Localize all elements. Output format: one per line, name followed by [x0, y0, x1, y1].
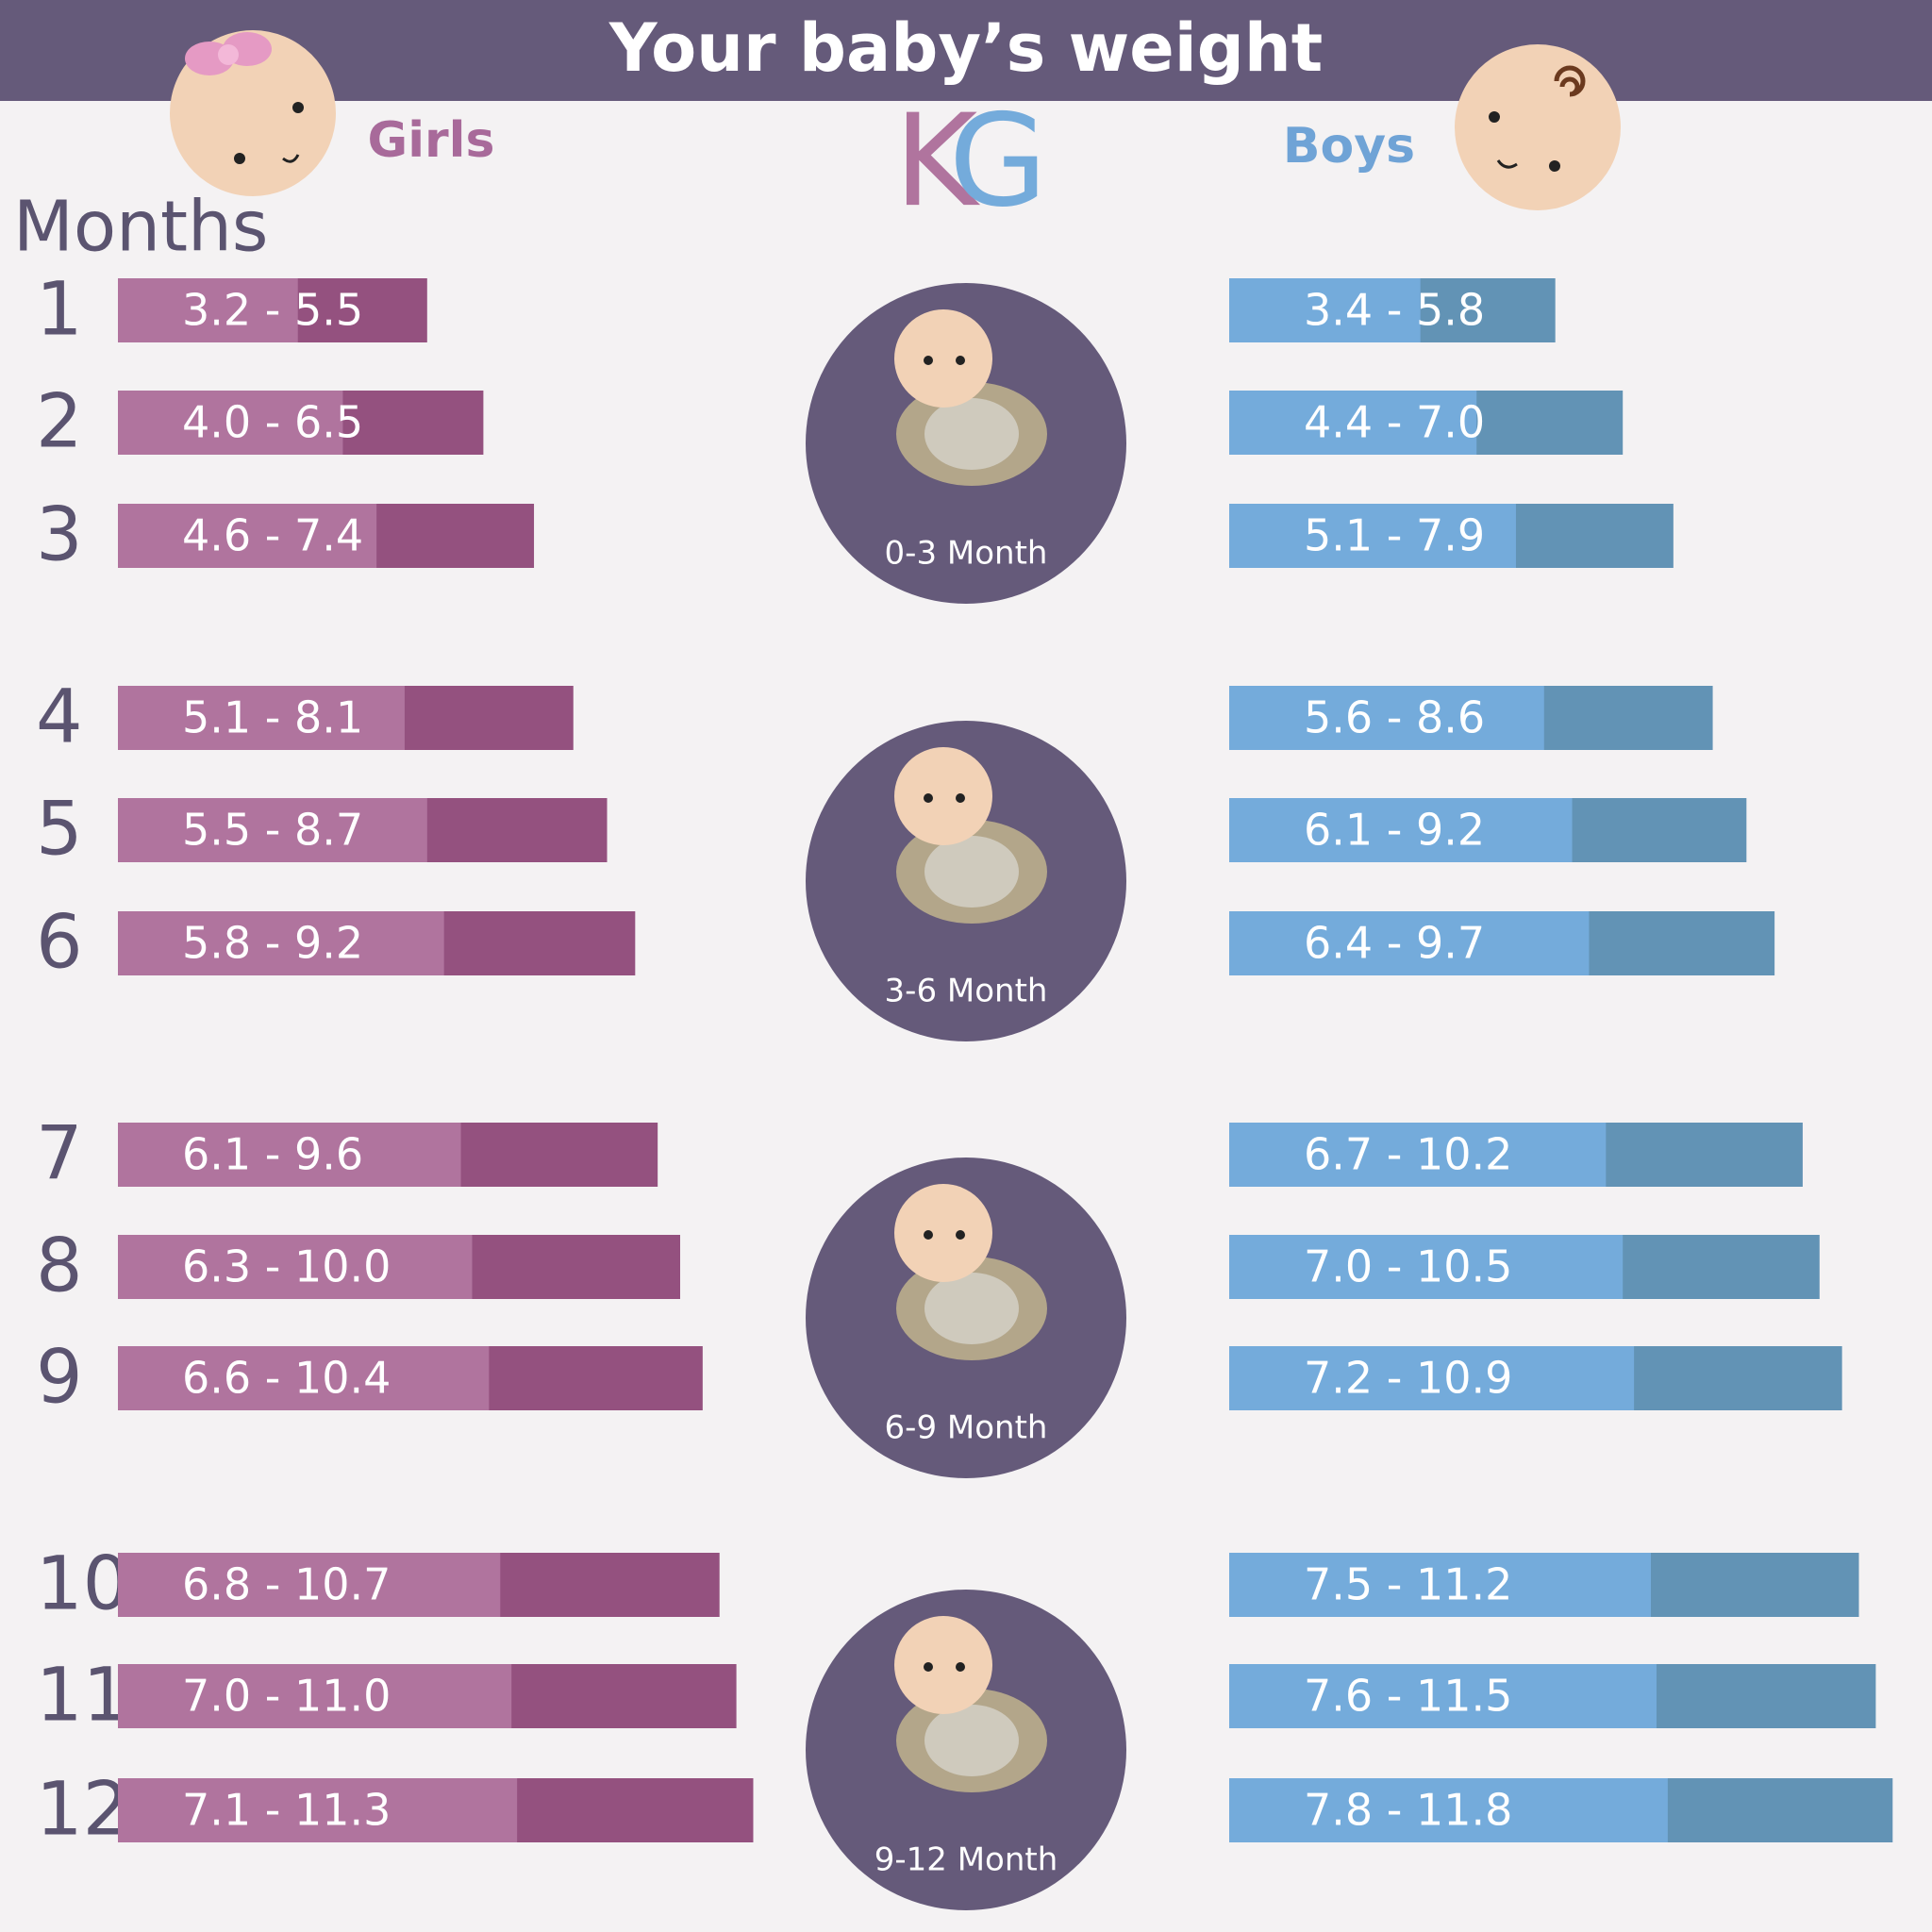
baby-eye: [956, 1662, 965, 1672]
min-bar: [1229, 1346, 1635, 1410]
range-label: 6.1 - 9.6: [182, 1129, 363, 1180]
range-label: 6.1 - 9.2: [1304, 805, 1485, 856]
baby-belly: [924, 1273, 1019, 1344]
range-label: 6.7 - 10.2: [1304, 1129, 1512, 1180]
range-label: 5.6 - 8.6: [1304, 692, 1485, 743]
unit-k: K: [894, 87, 981, 235]
month-number: 6: [36, 900, 83, 985]
stage-label: 3-6 Month: [885, 973, 1048, 1010]
min-bar: [118, 1778, 518, 1842]
range-label: 7.8 - 11.8: [1304, 1785, 1512, 1836]
min-bar: [1229, 504, 1516, 568]
baby-head: [894, 1616, 992, 1714]
baby-eye: [956, 356, 965, 365]
baby-eye: [956, 793, 965, 803]
range-label: 4.0 - 6.5: [182, 397, 363, 448]
range-label: 5.5 - 8.7: [182, 805, 363, 856]
month-number: 5: [36, 787, 83, 872]
min-bar: [118, 1553, 501, 1617]
unit-g: G: [949, 87, 1048, 235]
min-bar: [118, 1235, 473, 1299]
min-bar: [118, 798, 427, 862]
range-label: 7.0 - 10.5: [1304, 1241, 1512, 1292]
range-label: 4.4 - 7.0: [1304, 397, 1485, 448]
min-bar: [118, 278, 298, 342]
range-label: 5.1 - 8.1: [182, 692, 363, 743]
range-label: 6.6 - 10.4: [182, 1353, 391, 1404]
range-label: 6.4 - 9.7: [1304, 918, 1485, 969]
months-label: Months: [13, 187, 269, 268]
range-label: 6.3 - 10.0: [182, 1241, 391, 1292]
min-bar: [1229, 798, 1573, 862]
month-number: 3: [36, 492, 83, 577]
min-bar: [118, 504, 377, 568]
stage-label: 6-9 Month: [885, 1409, 1048, 1447]
month-number: 4: [36, 675, 83, 759]
baby-eye: [924, 793, 933, 803]
baby-belly: [924, 836, 1019, 908]
range-label: 4.6 - 7.4: [182, 510, 363, 561]
min-bar: [1229, 1778, 1668, 1842]
baby-head: [894, 1184, 992, 1282]
girl-face: [170, 30, 336, 196]
title: Your baby’s weight: [608, 9, 1323, 87]
min-bar: [1229, 686, 1544, 750]
min-bar: [118, 1346, 490, 1410]
min-bar: [1229, 1123, 1607, 1187]
min-bar: [118, 1123, 461, 1187]
min-bar: [1229, 278, 1421, 342]
range-label: 3.2 - 5.5: [182, 285, 363, 336]
min-bar: [1229, 1664, 1657, 1728]
range-label: 6.8 - 10.7: [182, 1559, 391, 1610]
min-bar: [1229, 391, 1477, 455]
month-number: 12: [36, 1767, 129, 1852]
range-label: 7.1 - 11.3: [182, 1785, 391, 1836]
month-number: 2: [36, 379, 83, 464]
baby-belly: [924, 398, 1019, 470]
stage-label: 0-3 Month: [885, 535, 1048, 573]
min-bar: [118, 391, 343, 455]
month-number: 9: [36, 1335, 83, 1420]
baby-head: [894, 309, 992, 408]
stages: 0-3 Month 3-6 Month 6-9 Month 9-12 Month: [806, 283, 1126, 1910]
month-number: 10: [36, 1541, 129, 1626]
baby-eye: [924, 1230, 933, 1240]
min-bar: [118, 911, 444, 975]
range-label: 7.5 - 11.2: [1304, 1559, 1512, 1610]
min-bar: [1229, 1235, 1624, 1299]
girls-label: Girls: [368, 112, 495, 169]
min-bar: [118, 1664, 512, 1728]
range-label: 7.6 - 11.5: [1304, 1671, 1512, 1722]
month-number: 8: [36, 1224, 83, 1308]
boys-label: Boys: [1283, 118, 1415, 175]
baby-belly: [924, 1705, 1019, 1776]
boy-face: [1455, 44, 1621, 210]
baby-eye: [924, 1662, 933, 1672]
month-number: 11: [36, 1653, 129, 1738]
month-number: 7: [36, 1111, 83, 1196]
range-label: 7.2 - 10.9: [1304, 1353, 1512, 1404]
min-bar: [118, 686, 405, 750]
min-bar: [1229, 1553, 1651, 1617]
baby-eye: [924, 356, 933, 365]
rows: 1 3.2 - 5.5 3.4 - 5.8 2 4.0 - 6.5 4.4 - 7.0 3 4…: [36, 267, 1893, 1852]
range-label: 5.8 - 9.2: [182, 918, 363, 969]
month-number: 1: [36, 267, 83, 352]
baby-eye: [956, 1230, 965, 1240]
range-label: 3.4 - 5.8: [1304, 285, 1485, 336]
range-label: 5.1 - 7.9: [1304, 510, 1485, 561]
baby-head: [894, 747, 992, 845]
stage-label: 9-12 Month: [874, 1841, 1058, 1879]
min-bar: [1229, 911, 1590, 975]
range-label: 7.0 - 11.0: [182, 1671, 391, 1722]
